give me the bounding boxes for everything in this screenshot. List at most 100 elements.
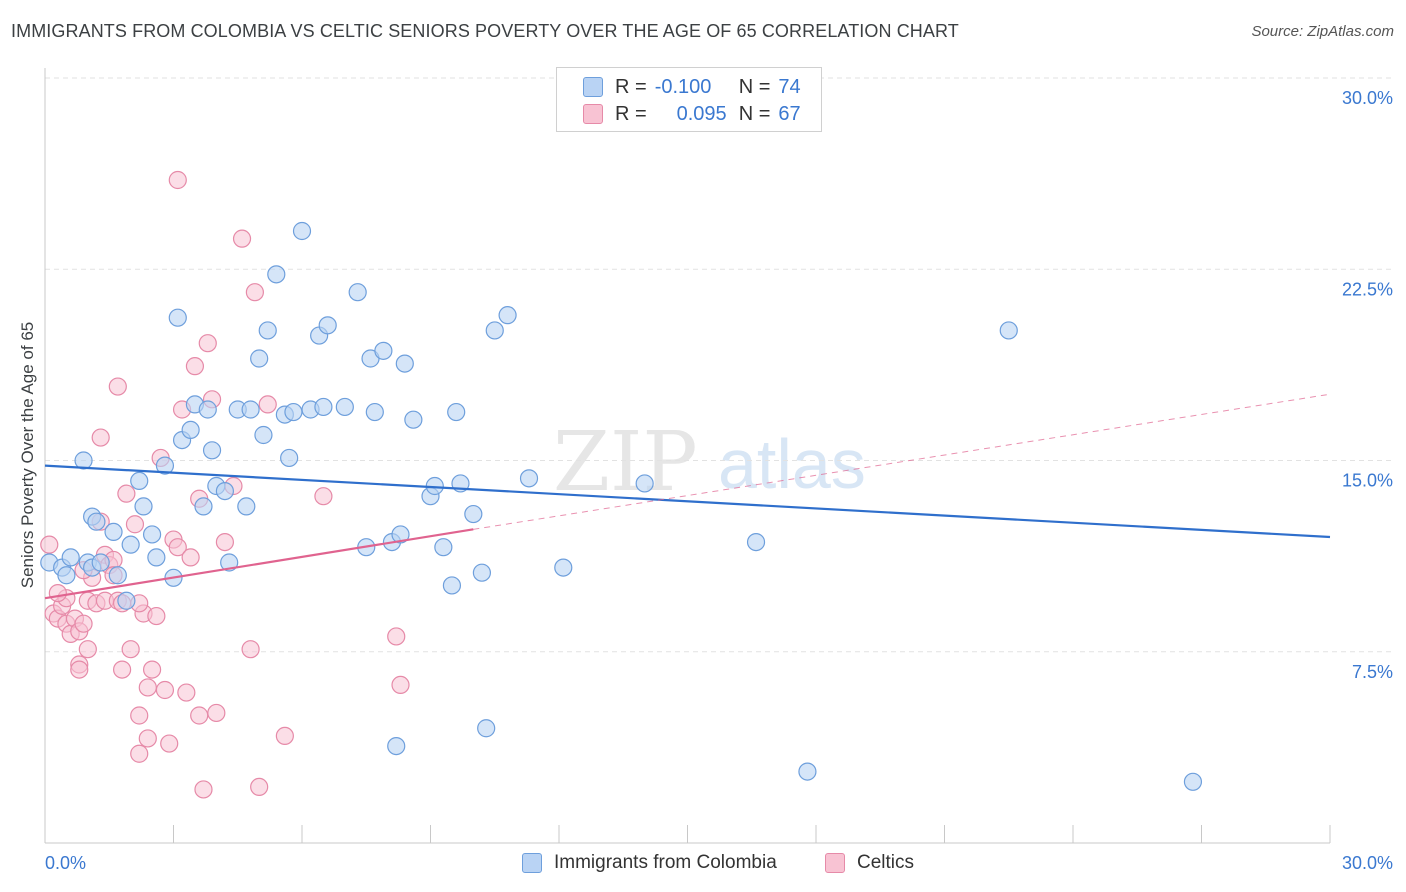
data-point-celtics <box>391 675 410 695</box>
data-point-celtics <box>117 484 136 503</box>
legend-swatch-blue <box>522 853 542 873</box>
trend-line-celtics <box>44 528 474 600</box>
legend-item-colombia: Immigrants from Colombia <box>522 852 777 874</box>
data-point-colombia <box>147 548 166 567</box>
data-point-colombia <box>194 497 213 516</box>
data-point-celtics <box>48 583 67 603</box>
data-point-colombia <box>348 283 367 302</box>
data-point-colombia <box>181 420 200 439</box>
data-point-colombia <box>202 441 222 460</box>
data-point-colombia <box>1183 772 1203 791</box>
data-point-celtics <box>70 660 89 679</box>
source-label: Source: ZipAtlas.com <box>1251 23 1394 40</box>
trend-line-celtics-extension <box>473 393 1331 530</box>
data-point-colombia <box>374 341 393 360</box>
chart-title: IMMIGRANTS FROM COLOMBIA VS CELTIC SENIO… <box>11 21 959 41</box>
axes <box>44 68 1331 844</box>
data-point-colombia <box>250 349 269 368</box>
data-point-celtics <box>125 515 145 534</box>
trend-line-colombia <box>44 464 1331 539</box>
legend-swatch-pink <box>825 853 845 873</box>
data-point-colombia <box>155 456 175 475</box>
data-point-colombia <box>134 497 153 516</box>
data-point-celtics <box>130 706 149 725</box>
data-point-celtics <box>275 726 294 746</box>
data-point-colombia <box>404 410 423 429</box>
data-point-colombia <box>61 548 80 567</box>
trend-lines <box>44 393 1331 600</box>
data-point-celtics <box>112 660 132 679</box>
legend-item-celtics: Celtics <box>825 852 914 874</box>
data-point-colombia <box>142 525 162 544</box>
data-point-colombia <box>442 576 462 595</box>
data-point-celtics <box>181 548 200 567</box>
legend-n-label: N = <box>738 75 771 98</box>
y-tick-label: 22.5% <box>1342 279 1393 299</box>
data-point-colombia <box>554 558 573 577</box>
data-point-colombia <box>87 512 106 531</box>
data-point-celtics <box>185 357 205 376</box>
correlation-legend: R = -0.100 N = 74 R = 0.095 N = 67 <box>556 67 822 132</box>
data-point-colombia <box>91 553 110 572</box>
data-point-celtics <box>78 640 97 659</box>
legend-n-label: N = <box>738 102 771 125</box>
data-point-colombia <box>395 354 414 373</box>
data-point-colombia <box>292 221 312 241</box>
data-point-celtics <box>194 780 213 799</box>
data-point-colombia <box>241 400 260 419</box>
data-point-celtics <box>258 395 277 414</box>
x-tick-label: 0.0% <box>45 853 86 873</box>
data-point-colombia <box>485 321 504 340</box>
data-point-celtics <box>91 428 110 447</box>
x-tick-label: 30.0% <box>1342 853 1393 873</box>
data-point-colombia <box>391 525 410 544</box>
y-tick-label: 15.0% <box>1342 471 1393 491</box>
data-point-celtics <box>250 777 269 797</box>
data-point-colombia <box>365 402 384 422</box>
data-point-colombia <box>121 535 140 554</box>
data-point-colombia <box>434 538 453 557</box>
data-point-colombia <box>387 736 406 756</box>
data-point-colombia <box>280 448 299 468</box>
legend-label-colombia: Immigrants from Colombia <box>554 852 777 873</box>
data-point-colombia <box>108 566 127 585</box>
series-legend: Immigrants from Colombia Celtics <box>0 852 1406 878</box>
data-point-colombia <box>314 397 333 417</box>
tick-labels: 7.5% 15.0% 22.5% 30.0% 0.0% 30.0% <box>45 88 1393 873</box>
data-point-celtics <box>130 744 149 763</box>
data-point-celtics <box>168 538 187 557</box>
data-point-colombia <box>258 321 277 340</box>
data-point-colombia <box>74 451 93 470</box>
data-point-colombia <box>130 471 149 490</box>
data-point-celtics <box>138 678 157 697</box>
data-point-colombia <box>57 566 76 585</box>
data-point-celtics <box>207 703 226 723</box>
data-point-colombia <box>104 522 123 542</box>
data-point-colombia <box>635 474 654 493</box>
data-point-colombia <box>477 719 496 738</box>
data-point-celtics <box>241 640 260 659</box>
data-point-celtics <box>190 706 209 725</box>
data-point-colombia <box>999 321 1018 340</box>
celtics-points <box>40 170 410 799</box>
data-point-celtics <box>168 170 187 190</box>
legend-swatch-pink <box>583 104 603 124</box>
data-point-celtics <box>177 683 196 702</box>
data-point-celtics <box>108 377 127 396</box>
data-point-celtics <box>245 283 264 302</box>
y-tick-label: 30.0% <box>1342 88 1393 108</box>
legend-n-value: 67 <box>778 102 801 125</box>
data-point-celtics <box>142 660 162 679</box>
data-point-colombia <box>498 306 517 325</box>
watermark-atlas: atlas <box>718 425 866 503</box>
data-point-colombia <box>215 482 234 501</box>
data-point-colombia <box>464 504 483 524</box>
data-point-colombia <box>254 425 273 445</box>
data-point-colombia <box>798 762 817 781</box>
data-point-colombia <box>168 308 187 327</box>
legend-row-celtics: R = 0.095 N = 67 <box>557 101 801 127</box>
data-point-colombia <box>472 563 491 582</box>
legend-label-celtics: Celtics <box>857 852 915 873</box>
legend-r-value: -0.100 <box>654 75 712 98</box>
